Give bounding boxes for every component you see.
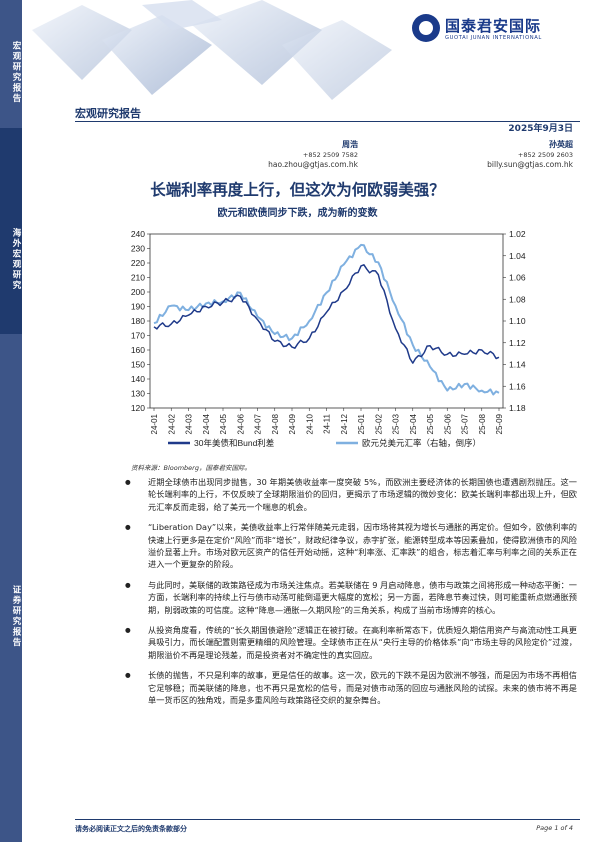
brand-logo: 国泰君安国际 GUOTAI JUNAN INTERNATIONAL	[412, 14, 592, 48]
author-name: 周浩	[342, 140, 358, 149]
y-left-tick-label: 130	[131, 389, 145, 399]
header-diamond-art	[32, 0, 392, 100]
y-left-tick-label: 230	[131, 244, 145, 254]
sidebar: 宏观研究报告 海外宏观研究 证券研究报告	[0, 0, 22, 842]
x-tick-label: 25-02	[374, 413, 383, 434]
sidebar-segment-macro: 宏观研究报告	[0, 0, 22, 128]
x-tick-label: 24-02	[167, 413, 176, 434]
y-right-tick-label: 1.16	[509, 381, 526, 391]
y-right-tick-label: 1.06	[509, 273, 526, 283]
y-right-tick-label: 1.14	[509, 360, 526, 370]
author-1: 周浩 +852 2509 7582 hao.zhou@gtjas.com.hk	[268, 140, 358, 170]
footer-divider	[75, 819, 580, 820]
series-line-spread	[153, 264, 500, 364]
x-tick-label: 25-06	[443, 413, 452, 434]
chart-source: 资料来源：Bloomberg，国泰君安国际。	[131, 464, 251, 472]
report-title: 长端利率再度上行，但这次为何欧弱美强？	[150, 180, 445, 199]
bullet-point: 近期全球债市出现同步抛售，30 年期美债收益率一度突破 5%，而欧洲主要经济体的…	[122, 476, 577, 513]
plot-frame	[149, 233, 504, 409]
y-right-tick-label: 1.04	[509, 251, 526, 261]
footer-disclaimer: 请务必阅读正文之后的免责条款部分	[75, 825, 187, 833]
brand-name-cn: 国泰君安国际	[445, 17, 542, 35]
x-tick-label: 24-05	[219, 413, 228, 434]
y-right-tick-label: 1.10	[509, 316, 526, 326]
author-phone: +852 2509 7582	[302, 151, 358, 159]
spread-fx-chart: 240 230 220 210 200 190 180 170 160 150 140 130 120 1…	[131, 229, 526, 448]
y-left-tick-label: 220	[131, 258, 145, 268]
x-tick-label: 25-05	[426, 413, 435, 434]
brand-name-en: GUOTAI JUNAN INTERNATIONAL	[445, 35, 542, 41]
x-tick-label: 24-10	[305, 413, 314, 434]
x-tick-label: 24-12	[340, 413, 349, 434]
report-date: 2025年9月3日	[508, 124, 573, 134]
bullet-point: “Liberation Day”以来，美债收益率上行常伴随美元走弱，因市场将其视…	[122, 521, 577, 571]
report-type: 宏观研究报告	[75, 107, 141, 120]
header-divider	[75, 121, 580, 123]
x-tick-label: 24-09	[288, 413, 297, 434]
x-tick-label: 25-09	[495, 413, 504, 434]
x-tick-label: 25-03	[392, 413, 401, 434]
bullet-point: 与此同时，美联储的政策路径成为市场关注焦点。若美联储在 9 月启动降息，债市与政…	[122, 579, 577, 616]
y-right-tick-label: 1.08	[509, 294, 526, 304]
y-right-tick-label: 1.12	[509, 338, 526, 348]
y-left-tick-label: 160	[131, 345, 145, 355]
logo-mark-icon	[412, 14, 440, 42]
author-2: 孙英超 +852 2509 2603 billy.sun@gtjas.com.h…	[487, 140, 573, 170]
x-tick-label: 24-04	[202, 413, 211, 434]
x-tick-label: 25-04	[409, 413, 418, 434]
x-tick-label: 25-01	[357, 413, 366, 434]
y-left-tick-label: 150	[131, 360, 145, 370]
y-left-tick-label: 240	[131, 229, 145, 239]
report-subtitle: 欧元和欧债同步下跌，成为新的变数	[217, 208, 378, 219]
summary-bullets: 近期全球债市出现同步抛售，30 年期美债收益率一度突破 5%，而欧洲主要经济体的…	[122, 476, 577, 715]
series-line-eurusd	[153, 243, 500, 396]
x-tick-label: 25-08	[478, 413, 487, 434]
author-email: billy.sun@gtjas.com.hk	[487, 160, 573, 169]
x-tick-label: 24-01	[150, 413, 159, 434]
legend-eurusd-label: 欧元兑美元汇率（右轴，倒序）	[362, 438, 481, 448]
author-email: hao.zhou@gtjas.com.hk	[268, 160, 358, 169]
y-left-tick-label: 180	[131, 316, 145, 326]
x-tick-label: 25-07	[461, 413, 470, 434]
page-number: Page 1 of 4	[536, 824, 573, 832]
y-left-tick-label: 190	[131, 302, 145, 312]
y-left-tick-label: 120	[131, 403, 145, 413]
bullet-point: 长债的抛售，不只是利率的故事，更是信任的故事。这一次，欧元的下跌不是因为欧洲不够…	[122, 669, 577, 706]
x-tick-label: 24-08	[271, 413, 280, 434]
y-right-tick-label: 1.02	[509, 229, 526, 239]
x-tick-label: 24-06	[236, 413, 245, 434]
y-right-tick-label: 1.18	[509, 403, 526, 413]
y-left-tick-label: 170	[131, 331, 145, 341]
author-phone: +852 2509 2603	[517, 151, 573, 159]
x-tick-label: 24-11	[323, 413, 332, 433]
y-left-tick-label: 210	[131, 273, 145, 283]
author-name: 孙英超	[549, 140, 573, 149]
y-left-tick-label: 140	[131, 374, 145, 384]
legend-spread-label: 30年美债和Bund利差	[194, 438, 274, 448]
sidebar-segment-overseas: 海外宏观研究	[0, 128, 22, 334]
x-tick-label: 24-07	[254, 413, 263, 434]
bullet-point: 从投资角度看，传统的“长久期国债避险”逻辑正在被打破。在高利率新常态下，优质短久…	[122, 624, 577, 661]
sidebar-segment-securities: 证券研究报告	[0, 334, 22, 842]
x-tick-label: 24-03	[185, 413, 194, 434]
y-left-tick-label: 200	[131, 287, 145, 297]
